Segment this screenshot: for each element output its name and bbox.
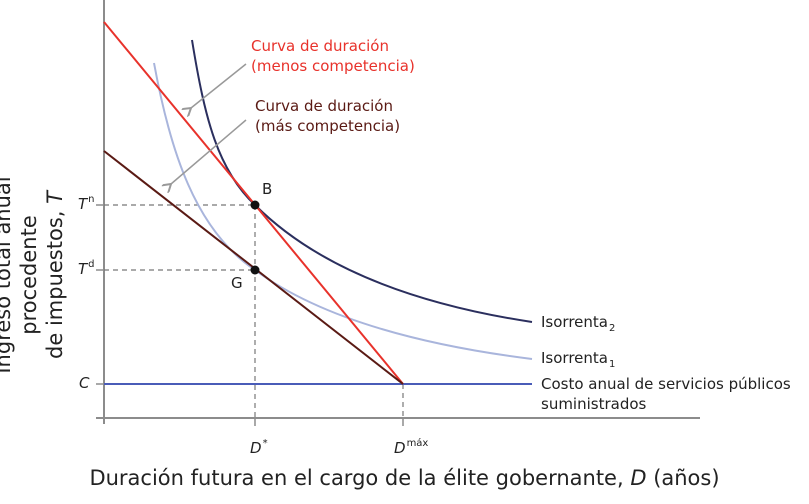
- dstar-base: D: [250, 439, 262, 457]
- label-red-line1: Curva de duración: [251, 37, 389, 55]
- y-axis-label: Ingreso total anual procedente de impues…: [0, 125, 68, 425]
- label-brown-line2: (más competencia): [255, 117, 401, 135]
- isorrenta-2-curve: [191, 39, 533, 323]
- tn-sup: n: [88, 194, 95, 205]
- label-cost-line2: suministrados: [541, 395, 647, 413]
- td-base: T: [78, 260, 88, 278]
- dstar-sup: *: [262, 438, 268, 449]
- tn-base: T: [78, 195, 88, 213]
- label-isorrenta-2: Isorrenta2: [541, 312, 615, 339]
- iso1-base: Isorrenta: [541, 349, 608, 367]
- x-axis-label: Duración futura en el cargo de la élite …: [0, 466, 809, 490]
- tick-label-td: Td: [78, 259, 95, 278]
- tick-label-c: C: [79, 374, 90, 392]
- y-axis-label-text: de impuestos,: [43, 203, 67, 359]
- y-axis-variable: T: [43, 191, 67, 204]
- y-axis-label-line2: de impuestos, T: [42, 125, 68, 425]
- arrow-brown-label: [171, 119, 247, 184]
- iso2-sub: 2: [608, 323, 616, 334]
- label-isorrenta-1: Isorrenta1: [541, 348, 615, 375]
- point-g: [250, 265, 260, 275]
- iso2-base: Isorrenta: [541, 313, 608, 331]
- iso1-sub: 1: [608, 359, 616, 370]
- x-axis-label-text: Duración futura en el cargo de la élite …: [89, 466, 631, 490]
- label-red-line2: (menos competencia): [251, 57, 415, 75]
- label-cost-line1: Costo anual de servicios públicos: [541, 375, 791, 393]
- arrow-red-label: [191, 63, 247, 108]
- point-b: [250, 200, 260, 210]
- x-axis-unit: (años): [646, 466, 720, 490]
- label-brown-line1: Curva de duración: [255, 97, 393, 115]
- point-label-g: G: [231, 274, 243, 292]
- tick-label-dstar: D*: [250, 438, 268, 457]
- tick-label-dmax: Dmáx: [394, 438, 428, 457]
- dmax-base: D: [394, 439, 406, 457]
- point-label-b: B: [262, 180, 273, 198]
- label-cost-line: Costo anual de servicios públicos sumini…: [541, 374, 791, 414]
- td-sup: d: [88, 259, 95, 270]
- label-duration-more-competition: Curva de duración (más competencia): [255, 96, 400, 136]
- y-axis-label-line1: Ingreso total anual procedente: [0, 176, 41, 374]
- label-duration-less-competition: Curva de duración (menos competencia): [251, 36, 415, 76]
- x-axis-variable: D: [630, 466, 647, 490]
- tick-label-tn: Tn: [78, 194, 95, 213]
- dmax-sup: máx: [406, 438, 429, 449]
